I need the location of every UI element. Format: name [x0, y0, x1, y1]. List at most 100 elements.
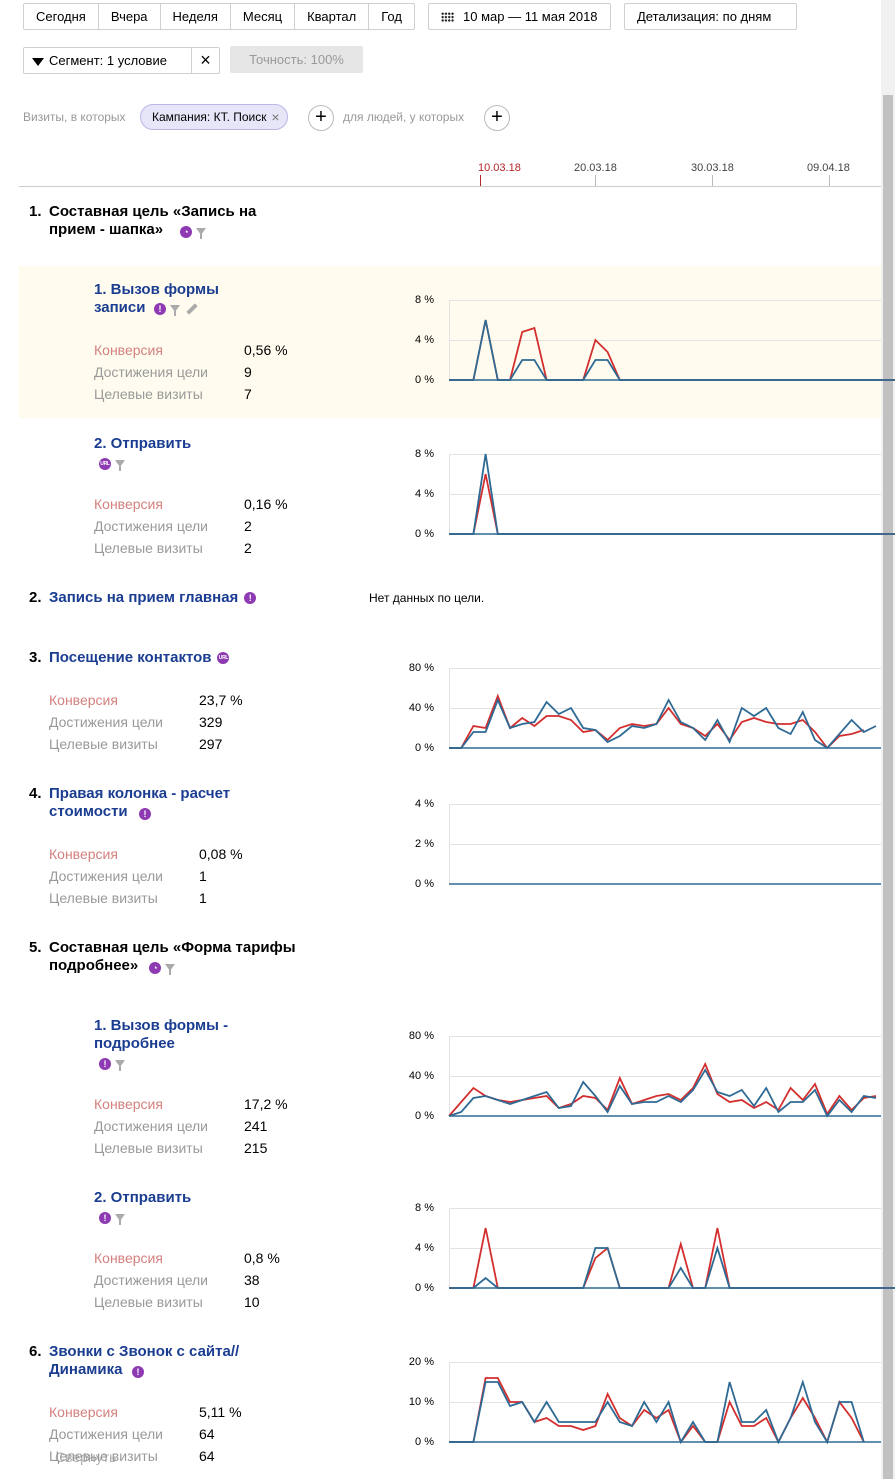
goal-6-title[interactable]: 6. Звонки с Звонок с сайта// Динамика — [29, 1343, 289, 1379]
period-week-button[interactable]: Неделя — [160, 3, 231, 30]
url-goal-icon: URL — [217, 652, 230, 665]
reaches-value: 9 — [244, 364, 252, 380]
sparkline-chart — [449, 668, 881, 750]
series-line-blue — [449, 1379, 865, 1445]
target-visits-value: 215 — [244, 1140, 268, 1156]
y-tick: 2 % — [415, 838, 434, 850]
y-tick: 80 % — [408, 662, 434, 674]
period-year-button[interactable]: Год — [369, 3, 415, 30]
series-line-red — [449, 1227, 895, 1289]
pencil-icon[interactable] — [186, 302, 198, 315]
y-tick: 0 % — [415, 1282, 434, 1294]
goal-name: Правая колонка - расчет стоимости — [49, 785, 231, 820]
goal-5-step-1-title[interactable]: 1. Вызов формы - подробнее — [94, 1017, 229, 1052]
scrollbar-thumb[interactable] — [883, 95, 893, 1479]
accuracy-label: Точность: 100% — [249, 52, 344, 67]
goal-number: 1. — [29, 203, 42, 220]
conversion-value: 5,11 % — [199, 1404, 242, 1420]
conversion-value: 0,16 % — [244, 496, 288, 512]
filter-icon[interactable] — [115, 1060, 125, 1072]
y-tick: 40 % — [408, 1070, 434, 1082]
goal-5-icons: ◔ — [145, 959, 175, 976]
target-visits-value: 297 — [199, 736, 223, 752]
goal-4-title[interactable]: 4. Правая колонка - расчет стоимости — [29, 785, 289, 821]
period-today-button[interactable]: Сегодня — [23, 3, 99, 30]
segment-button[interactable]: Сегмент: 1 условие — [23, 47, 219, 74]
period-quarter-button[interactable]: Квартал — [295, 3, 370, 30]
period-month-button[interactable]: Месяц — [230, 3, 296, 30]
sparkline-chart — [449, 804, 881, 885]
y-tick: 4 % — [415, 488, 434, 500]
accuracy-button[interactable]: Точность: 100% — [230, 46, 363, 73]
filter-icon[interactable] — [196, 228, 206, 240]
filter-icon[interactable] — [115, 460, 125, 472]
reaches-value: 38 — [244, 1272, 260, 1288]
add-visit-condition-button[interactable]: + — [308, 105, 334, 131]
goal-4-icons: ! — [135, 805, 151, 820]
filter-icon[interactable] — [170, 305, 180, 317]
series-line-red — [449, 693, 865, 750]
event-goal-icon: ! — [99, 1057, 111, 1070]
segment-clear-button[interactable]: × — [191, 47, 220, 74]
goal-2-title[interactable]: 2. Запись на прием главная! — [29, 589, 257, 607]
target-visits-value: 64 — [199, 1448, 215, 1464]
collapse-link[interactable]: Свернуть — [55, 1449, 117, 1465]
date-range-label: 10 мар — 11 мая 2018 — [463, 9, 598, 24]
target-visits-label: Целевые визиты — [49, 890, 158, 906]
event-goal-icon: ! — [132, 1365, 144, 1378]
target-visits-label: Целевые визиты — [94, 386, 203, 402]
goal-1-step-2-title[interactable]: 2. Отправить — [94, 435, 192, 452]
composite-goal-icon: ◔ — [149, 961, 161, 974]
timeline-divider — [19, 186, 881, 187]
conversion-value: 0,8 % — [244, 1250, 280, 1266]
people-condition-label: для людей, у которых — [343, 110, 465, 124]
chip-remove-icon[interactable]: × — [271, 109, 280, 125]
event-goal-icon: ! — [139, 807, 151, 820]
goal-5-step-2-title[interactable]: 2. Отправить — [94, 1189, 192, 1206]
target-visits-value: 2 — [244, 540, 252, 556]
goal-number: 2. — [29, 589, 42, 606]
timeline-tick — [829, 175, 830, 186]
y-tick: 4 % — [415, 1242, 434, 1254]
y-tick: 40 % — [408, 702, 434, 714]
target-visits-label: Целевые визиты — [94, 1294, 203, 1310]
conversion-label: Конверсия — [49, 846, 118, 862]
reaches-label: Достижения цели — [49, 868, 164, 884]
goal-5-title[interactable]: 5. Составная цель «Форма тарифы подробнее… — [29, 939, 329, 975]
conversion-label: Конверсия — [94, 342, 163, 358]
y-tick: 4 % — [415, 334, 434, 346]
goal-5-step-1-icons: ! — [95, 1055, 125, 1072]
conversion-label: Конверсия — [49, 1404, 118, 1420]
goal-3-title[interactable]: 3. Посещение контактов URL — [29, 649, 230, 667]
reaches-label: Достижения цели — [94, 1118, 209, 1134]
composite-goal-icon: ◔ — [180, 225, 192, 238]
period-yesterday-button[interactable]: Вчера — [98, 3, 161, 30]
y-tick: 10 % — [408, 1396, 434, 1408]
sparkline-chart — [449, 1362, 881, 1445]
goal-1-step-1-title[interactable]: 1. Вызов формы записи — [94, 281, 219, 316]
detail-dropdown[interactable]: Детализация: по дням — [624, 3, 797, 30]
series-line-blue — [449, 697, 877, 750]
date-range-button[interactable]: 10 мар — 11 мая 2018 — [428, 3, 611, 30]
timeline-date: 20.03.18 — [574, 162, 617, 174]
filter-icon[interactable] — [115, 1214, 125, 1226]
target-visits-label: Целевые визиты — [94, 540, 203, 556]
add-people-condition-button[interactable]: + — [484, 105, 510, 131]
conversion-label: Конверсия — [49, 692, 118, 708]
conversion-value: 0,56 % — [244, 342, 288, 358]
conversion-value: 0,08 % — [199, 846, 243, 862]
sparkline-chart — [449, 1208, 895, 1289]
filter-icon[interactable] — [165, 964, 175, 976]
target-visits-value: 10 — [244, 1294, 260, 1310]
campaign-filter-chip[interactable]: Кампания: КТ. Поиск × — [140, 104, 288, 130]
y-tick: 4 % — [415, 798, 434, 810]
target-visits-label: Целевые визиты — [49, 1448, 158, 1464]
goal-1-title[interactable]: 1. Составная цель «Запись на прием - шапк… — [29, 203, 299, 239]
conversion-value: 23,7 % — [199, 692, 243, 708]
visits-condition-label: Визиты, в которых — [23, 110, 126, 124]
plus-icon: + — [491, 106, 503, 128]
series-line-red — [448, 1061, 877, 1117]
reaches-value: 64 — [199, 1426, 215, 1442]
event-goal-icon: ! — [244, 592, 257, 605]
reaches-label: Достижения цели — [94, 1272, 209, 1288]
